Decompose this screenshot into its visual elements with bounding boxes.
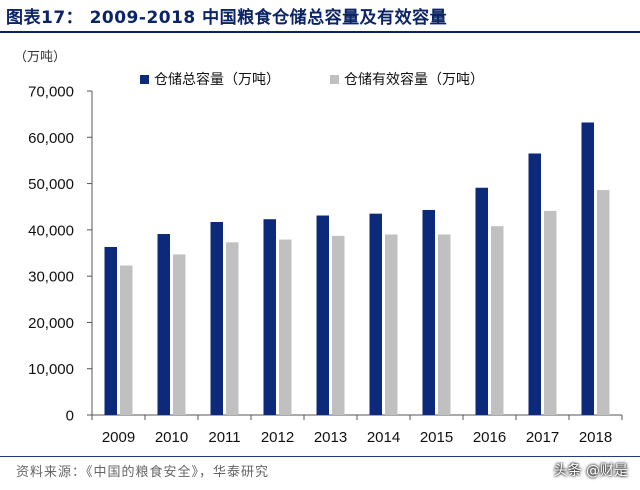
source-note: 资料来源：《中国的粮食安全》，华泰研究 xyxy=(16,465,270,480)
x-tick-label: 2014 xyxy=(367,429,400,446)
bar-effective-capacity xyxy=(385,234,398,415)
y-tick-label: 0 xyxy=(66,408,74,425)
bar-total-capacity xyxy=(475,187,488,415)
x-tick-label: 2010 xyxy=(155,429,188,446)
x-tick-label: 2017 xyxy=(526,429,559,446)
bar-total-capacity xyxy=(104,246,117,415)
source-divider xyxy=(0,456,640,457)
bar-effective-capacity xyxy=(438,234,451,415)
y-tick-label: 10,000 xyxy=(28,361,74,378)
bar-effective-capacity xyxy=(544,210,557,415)
bar-total-capacity xyxy=(210,221,223,415)
bar-effective-capacity xyxy=(120,265,133,415)
bar-total-capacity xyxy=(581,122,594,415)
title-divider xyxy=(0,31,640,33)
bar-total-capacity xyxy=(528,153,541,415)
y-tick-label: 60,000 xyxy=(28,130,74,147)
y-axis-unit: （万吨） xyxy=(14,50,67,65)
y-tick-label: 70,000 xyxy=(28,84,74,101)
x-tick-label: 2011 xyxy=(208,429,240,446)
chart-title: 图表17： 2009-2018 中国粮食仓储总容量及有效容量 xyxy=(6,8,448,28)
watermark: 头条 @财是 xyxy=(553,463,628,479)
bar-effective-capacity xyxy=(279,239,292,415)
bar-effective-capacity xyxy=(491,226,504,415)
bar-total-capacity xyxy=(316,215,329,415)
bar-total-capacity xyxy=(263,219,276,415)
x-tick-label: 2013 xyxy=(314,429,347,446)
x-tick-label: 2009 xyxy=(102,429,135,446)
legend-swatch-effective xyxy=(330,75,339,84)
x-tick-label: 2012 xyxy=(261,429,294,446)
bar-total-capacity xyxy=(369,213,382,415)
x-tick-label: 2018 xyxy=(579,429,612,446)
bar-total-capacity xyxy=(157,234,170,415)
bar-effective-capacity xyxy=(226,242,239,415)
bar-chart: 0 10,000 20,000 30,000 40,000 50,000 60,000 70,… xyxy=(28,71,623,446)
bar-effective-capacity xyxy=(597,190,610,415)
y-tick-label: 50,000 xyxy=(28,176,74,193)
bar-effective-capacity xyxy=(173,254,186,415)
legend-swatch-total xyxy=(140,75,149,84)
y-tick-label: 40,000 xyxy=(28,222,74,239)
y-tick-label: 20,000 xyxy=(28,315,74,332)
legend-label-effective: 仓储有效容量（万吨） xyxy=(344,71,484,88)
y-tick-label: 30,000 xyxy=(28,269,74,286)
legend-label-total: 仓储总容量（万吨） xyxy=(154,71,280,88)
x-tick-label: 2016 xyxy=(473,429,506,446)
bar-effective-capacity xyxy=(332,235,345,415)
bar-total-capacity xyxy=(422,209,435,415)
x-tick-label: 2015 xyxy=(420,429,453,446)
